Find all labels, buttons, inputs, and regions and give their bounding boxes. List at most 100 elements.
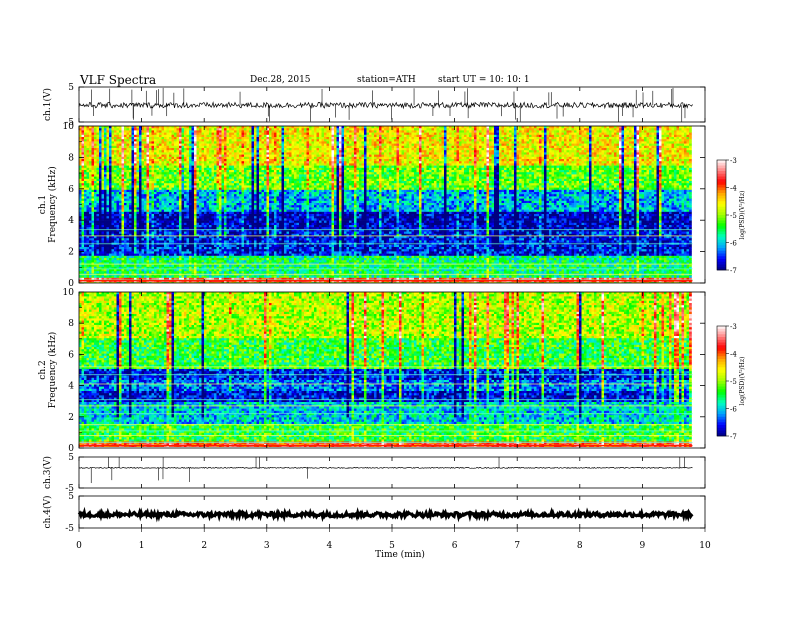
ch1-spectrogram-cell: [86, 165, 90, 169]
ch1-spectrogram-cell: [206, 211, 210, 215]
ch1-spectrogram-cell: [194, 189, 197, 193]
ch1-spectrogram-cell: [189, 128, 192, 131]
ch1-spectrogram-cell: [121, 174, 125, 177]
ch1-spectrogram-cell: [111, 231, 115, 235]
ch1-spectrogram-cell: [111, 216, 115, 219]
ch1-spectrogram-cell: [169, 128, 172, 131]
ch1-spectrogram-cell: [199, 216, 202, 219]
ch1-spectrogram-cell: [141, 128, 145, 131]
ch1-spectrogram-cell: [131, 192, 135, 195]
ch1-spectrogram-cell: [154, 126, 157, 129]
ch1-spectrogram-cell: [174, 222, 177, 226]
ch1-spectrogram-cell: [171, 231, 175, 235]
ch1-spectrogram-cell: [214, 170, 217, 173]
ch1-spectrogram-cell: [179, 275, 182, 279]
ch1-spectrogram-cell: [161, 167, 165, 171]
ch1-spectrogram-cell: [139, 220, 142, 224]
ch1-spectrogram-cell: [116, 207, 120, 210]
ch1-spectrogram-cell: [149, 163, 152, 166]
ch1-spectrogram-cell: [116, 225, 120, 228]
ch1-spectrogram-cell: [249, 282, 252, 283]
ch1-spectrogram-cell: [211, 130, 215, 133]
ch1-spectrogram-cell: [171, 172, 175, 175]
ch1-spectrogram-cell: [149, 282, 152, 283]
ch1-spectrogram-cell: [159, 134, 162, 138]
ch1-spectrogram-cell: [149, 172, 152, 175]
ch1-spectrogram-cell: [141, 269, 145, 272]
ch1-spectrogram-cell: [151, 233, 155, 237]
ch1-spectrogram-cell: [196, 145, 200, 149]
ch1-spectrogram-cell: [231, 262, 235, 265]
ch1-spectrogram-cell: [219, 181, 222, 184]
ch1-spectrogram-cell: [216, 139, 220, 142]
ch1-spectrogram-cell: [141, 238, 145, 241]
ch1-spectrogram-cell: [189, 264, 192, 268]
ch1-spectrogram-cell: [179, 174, 182, 177]
ch1-spectrogram-cell: [139, 126, 142, 129]
ch1-spectrogram-cell: [169, 211, 172, 215]
ch1-spectrogram-cell: [204, 163, 207, 166]
ch1-spectrogram-cell: [241, 271, 245, 274]
ch1-spectrogram-cell: [246, 134, 250, 138]
ch1-spectrogram-cell: [234, 207, 237, 210]
ch1-spectrogram-cell: [169, 277, 172, 281]
ch1-spectrogram-cell: [151, 207, 155, 210]
ch1-spectrogram-cell: [149, 130, 152, 133]
ch1-spectrogram-cell: [91, 264, 95, 268]
ch1-spectrogram-cell: [244, 203, 247, 206]
ch1-spectrogram-cell: [209, 264, 212, 268]
ch1-spectrogram-cell: [199, 207, 202, 210]
ch1-spectrogram-cell: [211, 244, 215, 248]
ch1-spectrogram-cell: [236, 207, 240, 210]
ch1-spectrogram-cell: [106, 161, 110, 164]
ch1-spectrogram-cell: [181, 165, 185, 169]
ch1-spectrogram-cell: [111, 214, 115, 217]
ch1-spectrogram-cell: [84, 255, 87, 259]
ch1-spectrogram-cell: [141, 137, 145, 140]
ch1-spectrogram-cell: [129, 137, 132, 140]
ch1-spectrogram-cell: [79, 143, 82, 147]
ch1-spectrogram-cell: [81, 161, 85, 164]
ch1-spectrogram-cell: [84, 269, 87, 272]
ch1-spectrogram-cell: [221, 207, 225, 210]
ch1-spectrogram-cell: [201, 128, 205, 131]
ch1-spectrogram-cell: [91, 143, 95, 147]
ch1-spectrogram-cell: [169, 218, 172, 221]
ch1-spectrogram-cell: [146, 141, 150, 144]
ch1-spectrogram-cell: [91, 176, 95, 180]
ch1-spectrogram-cell: [131, 156, 135, 160]
ch1-spectrogram-cell: [156, 244, 160, 248]
ch1-spectrogram-cell: [249, 192, 252, 195]
ch1-spectrogram-cell: [224, 187, 227, 191]
ch1-spectrogram-cell: [106, 194, 110, 197]
ch1-spectrogram-cell: [231, 240, 235, 243]
ch1-spectrogram-cell: [224, 220, 227, 224]
ch1-spectrogram-cell: [184, 178, 187, 182]
ch1-spectrogram-cell: [234, 240, 237, 243]
ch1-spectrogram-cell: [191, 222, 195, 226]
ch1-spectrogram-cell: [146, 174, 150, 177]
ch1-spectrogram-cell: [239, 145, 242, 149]
ch1-spectrogram-cell: [101, 139, 105, 142]
ch1-spectrogram-cell: [206, 156, 210, 160]
ch1-spectrogram-cell: [206, 218, 210, 221]
ch1-spectrogram-cell: [221, 159, 225, 162]
ch1-spectrogram-cell: [164, 194, 167, 197]
ch1-spectrogram-cell: [126, 139, 130, 142]
ch1-spectrogram-cell: [149, 207, 152, 210]
ch1-spectrogram-cell: [96, 200, 100, 204]
ch1-spectrogram-cell: [121, 154, 125, 158]
ch1-spectrogram-cell: [249, 229, 252, 232]
ch1-spectrogram-cell: [186, 240, 190, 243]
ch1-spectrogram-cell: [221, 167, 225, 171]
ch1-spectrogram-cell: [191, 214, 195, 217]
ch1-spectrogram-cell: [104, 207, 107, 210]
ch1-spectrogram-cell: [119, 247, 122, 250]
ch1-spectrogram-cell: [84, 225, 87, 228]
ch1-spectrogram-cell: [91, 205, 95, 208]
ch1-spectrogram-cell: [171, 282, 175, 283]
ch1-spectrogram-cell: [246, 137, 250, 140]
ch1-spectrogram-cell: [201, 176, 205, 180]
ch1-spectrogram-cell: [239, 220, 242, 224]
ch1-spectrogram-cell: [164, 229, 167, 232]
